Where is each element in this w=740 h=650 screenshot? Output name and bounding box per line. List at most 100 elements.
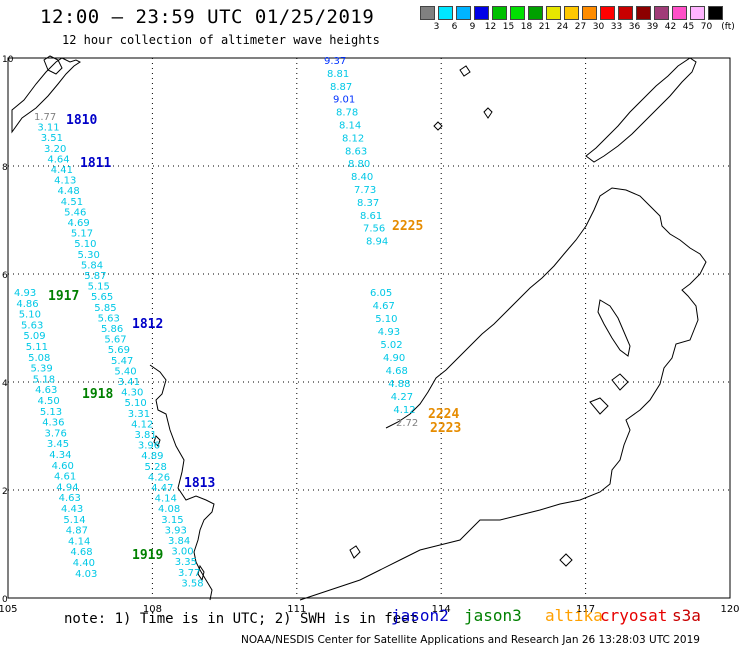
- y-tick-label: 4: [2, 379, 8, 389]
- swh-value: 3.20: [44, 144, 66, 155]
- swh-value: 3.31: [128, 409, 150, 420]
- lat-lon-grid: [7, 57, 731, 599]
- swh-value: 4.36: [42, 418, 64, 429]
- scale-label: 21: [538, 22, 551, 32]
- coast-island-b: [349, 545, 361, 559]
- scale-label: 30: [592, 22, 605, 32]
- swh-value: 4.93: [378, 327, 400, 338]
- axis-ticks: 105 108 111 114 117 120 0 2 4 6 8 10: [0, 55, 740, 615]
- scale-label: 15: [502, 22, 515, 32]
- swh-value: 5.18: [33, 374, 55, 385]
- y-tick-label: 0: [2, 595, 8, 605]
- swh-value: 5.10: [74, 239, 96, 250]
- swh-value: 3.35: [175, 557, 197, 568]
- swh-value: 5.10: [375, 314, 397, 325]
- swh-value: 5.11: [26, 342, 48, 353]
- swh-value: 5.10: [19, 310, 41, 321]
- scale-label: 12: [484, 22, 497, 32]
- credit-line: NOAA/NESDIS Center for Satellite Applica…: [241, 634, 700, 646]
- scale-swatch: [528, 6, 543, 20]
- swh-value: 4.60: [52, 461, 74, 472]
- swh-value: 5.63: [21, 320, 43, 331]
- coast-island-a: [559, 553, 573, 567]
- time-label-1810: 1810: [66, 113, 97, 128]
- time-label-2223: 2223: [430, 421, 461, 436]
- scale-swatch: [438, 6, 453, 20]
- y-tick-label: 8: [2, 163, 8, 173]
- swh-value: 3.76: [45, 428, 67, 439]
- swh-value: 8.14: [339, 121, 361, 132]
- coast-vietnam-south: [149, 364, 215, 601]
- swh-value: 4.69: [68, 218, 90, 229]
- swh-value: 7.73: [354, 185, 376, 196]
- swh-value: 4.50: [38, 396, 60, 407]
- swh-value: 3.51: [41, 133, 63, 144]
- scale-label: 42: [664, 22, 677, 32]
- swh-value: 5.13: [40, 407, 62, 418]
- scale-swatch: [600, 6, 615, 20]
- swh-value: 3.96: [138, 441, 160, 452]
- swh-value: 8.78: [336, 108, 358, 119]
- swh-value: 5.09: [23, 331, 45, 342]
- time-label-2224: 2224: [428, 407, 459, 422]
- time-label-1813: 1813: [184, 476, 215, 491]
- swh-value: 5.30: [78, 250, 100, 261]
- x-tick-label: 117: [576, 604, 595, 615]
- x-tick-label: 108: [143, 604, 162, 615]
- x-tick-label: 105: [0, 604, 18, 615]
- x-tick-label: 114: [432, 604, 451, 615]
- scale-swatch: [654, 6, 669, 20]
- swh-value: 4.63: [59, 493, 81, 504]
- scale-swatch: [582, 6, 597, 20]
- swh-value: 5.46: [64, 207, 86, 218]
- swh-value: 5.87: [84, 271, 106, 282]
- time-label-1917: 1917: [48, 289, 79, 304]
- coast-borneo: [299, 187, 707, 601]
- y-tick-label: 10: [2, 55, 14, 65]
- swh-value: 3.11: [37, 123, 59, 134]
- scale-label: 33: [610, 22, 623, 32]
- scale-swatch: [420, 6, 435, 20]
- swh-value: 5.40: [114, 366, 136, 377]
- swh-value: 9.01: [333, 95, 355, 106]
- map-subtitle: 12 hour collection of altimeter wave hei…: [62, 33, 380, 47]
- swh-value: 8.40: [351, 172, 373, 183]
- scale-label: 9: [469, 22, 476, 32]
- swh-value: 8.37: [357, 198, 379, 209]
- time-label-1919: 1919: [132, 548, 163, 563]
- swh-value: 4.88: [388, 379, 410, 390]
- swh-value: 5.65: [91, 292, 113, 303]
- swh-value: 4.67: [373, 301, 395, 312]
- swh-value: 4.41: [51, 165, 73, 176]
- footer-note: note: 1) Time is in UTC; 2) SWH is in fe…: [64, 611, 419, 627]
- coast-borneo-north: [585, 57, 697, 163]
- swh-value: 4.30: [121, 388, 143, 399]
- swh-value: 3.45: [47, 439, 69, 450]
- swh-value: 4.34: [49, 450, 71, 461]
- legend-jason3: jason3: [464, 606, 522, 625]
- swh-value: 5.17: [71, 229, 93, 240]
- swh-value: 5.84: [81, 260, 103, 271]
- coast-natuna: [483, 107, 493, 119]
- scale-label: 36: [628, 22, 641, 32]
- swh-value: 4.26: [148, 472, 170, 483]
- scale-label: 24: [556, 22, 569, 32]
- swh-value: 3.81: [135, 430, 157, 441]
- scale-label: 70: [700, 22, 713, 32]
- x-tick-label: 111: [287, 604, 306, 615]
- scale-swatch: [618, 6, 633, 20]
- swh-value: 5.15: [88, 282, 110, 293]
- swh-value: 4.08: [158, 504, 180, 515]
- swh-value: 4.51: [61, 197, 83, 208]
- swh-value: 5.39: [30, 364, 52, 375]
- map-title: 12:00 – 23:59 UTC 01/25/2019: [40, 6, 375, 28]
- swh-value: 4.63: [35, 385, 57, 396]
- swh-value: 4.94: [56, 482, 78, 493]
- scale-swatch: [672, 6, 687, 20]
- swh-value: 8.12: [342, 133, 364, 144]
- swh-value: 8.61: [360, 211, 382, 222]
- scale-swatch: [546, 6, 561, 20]
- swh-value: 8.87: [330, 82, 352, 93]
